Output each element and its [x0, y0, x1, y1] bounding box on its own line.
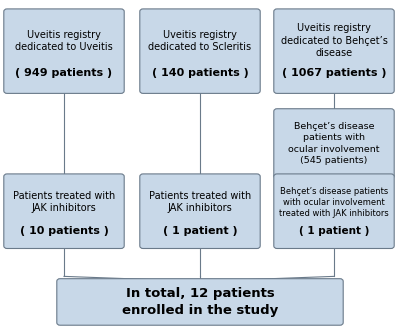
Text: Uveitis registry
dedicated to Behçet’s
disease: Uveitis registry dedicated to Behçet’s d… — [280, 23, 388, 58]
Text: ( 1 patient ): ( 1 patient ) — [299, 226, 369, 236]
Text: ( 1067 patients ): ( 1067 patients ) — [282, 68, 386, 78]
Text: ( 10 patients ): ( 10 patients ) — [20, 226, 108, 236]
Text: In total, 12 patients
enrolled in the study: In total, 12 patients enrolled in the st… — [122, 287, 278, 317]
Text: ( 1 patient ): ( 1 patient ) — [163, 226, 237, 236]
FancyBboxPatch shape — [4, 9, 124, 93]
Text: ( 949 patients ): ( 949 patients ) — [16, 68, 112, 78]
FancyBboxPatch shape — [140, 174, 260, 248]
Text: Patients treated with
JAK inhibitors: Patients treated with JAK inhibitors — [13, 191, 115, 214]
Text: Uveitis registry
dedicated to Scleritis: Uveitis registry dedicated to Scleritis — [148, 30, 252, 52]
Text: Patients treated with
JAK inhibitors: Patients treated with JAK inhibitors — [149, 191, 251, 214]
Text: Behçet’s disease patients
with ocular involvement
treated with JAK inhibitors: Behçet’s disease patients with ocular in… — [279, 186, 389, 218]
FancyBboxPatch shape — [4, 174, 124, 248]
FancyBboxPatch shape — [274, 174, 394, 248]
Text: Uveitis registry
dedicated to Uveitis: Uveitis registry dedicated to Uveitis — [15, 30, 113, 52]
FancyBboxPatch shape — [274, 9, 394, 93]
Text: ( 140 patients ): ( 140 patients ) — [152, 68, 248, 78]
Text: Behçet’s disease
patients with
ocular involvement
(545 patients): Behçet’s disease patients with ocular in… — [288, 122, 380, 165]
FancyBboxPatch shape — [274, 109, 394, 179]
FancyBboxPatch shape — [57, 279, 343, 325]
FancyBboxPatch shape — [140, 9, 260, 93]
